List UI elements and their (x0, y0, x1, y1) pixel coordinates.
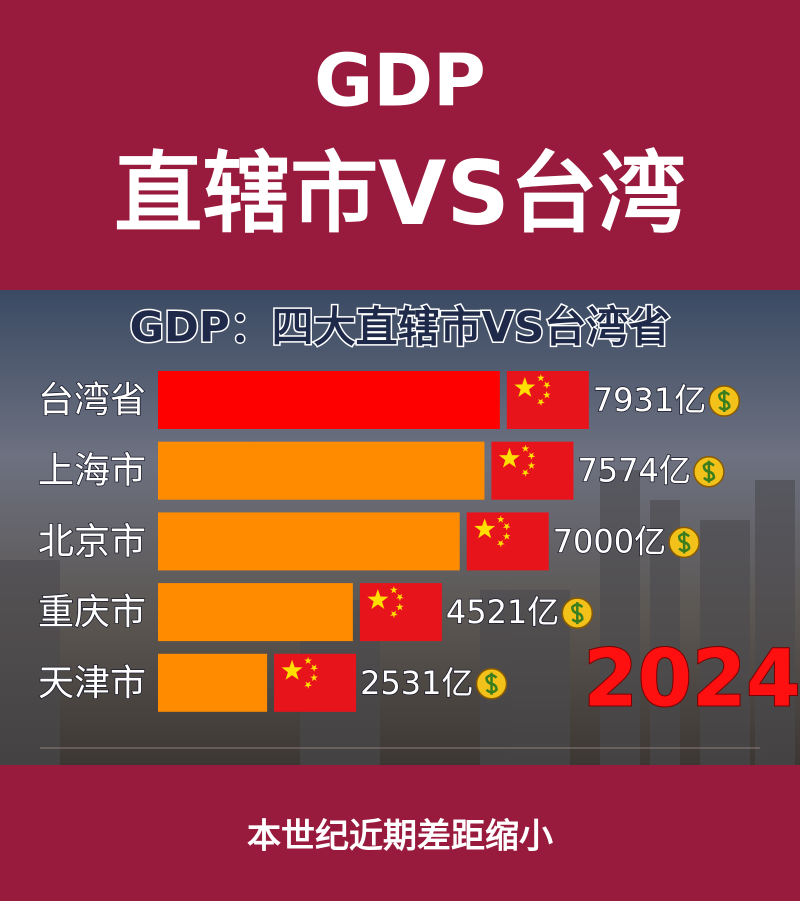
flag-star (542, 391, 551, 399)
value-label: 7931亿 (593, 381, 706, 419)
flag-star (521, 469, 530, 477)
money-sign (485, 672, 498, 695)
money-bag-icon (475, 668, 508, 700)
flag-star (527, 461, 536, 470)
flag-star (537, 398, 545, 406)
flag-icon (274, 653, 357, 712)
flag-star (395, 603, 404, 611)
flag-star (514, 377, 536, 397)
flag-star (390, 610, 398, 619)
value-label: 2531亿 (360, 664, 473, 702)
flag-star (502, 532, 511, 540)
money-bag-icon (708, 385, 741, 417)
bar (158, 653, 268, 712)
money-sign (718, 390, 731, 412)
money-sign (571, 602, 584, 625)
money-sign (677, 531, 691, 554)
chart-title: GDP：四大直辖市VS台湾省 (130, 303, 671, 352)
flag-star (502, 523, 511, 531)
caption: 本世纪近期差距缩小 (247, 817, 553, 857)
flag-icon (359, 583, 442, 642)
flag-star (310, 673, 318, 682)
money-bag-icon (561, 597, 594, 629)
money-bag-icon (668, 526, 700, 559)
flag-field (506, 371, 589, 429)
value-label: 7000亿 (553, 522, 666, 560)
flag-star (498, 447, 520, 468)
flag-star (396, 593, 404, 602)
header-line2: 直辖市VS台湾 (114, 142, 686, 245)
flag-star (474, 518, 496, 539)
flag-icon (466, 512, 549, 571)
flag-icon (506, 371, 589, 429)
value-label: 4521亿 (446, 593, 559, 631)
bar (158, 441, 485, 500)
flag-field (359, 583, 442, 642)
flag-star (521, 444, 530, 452)
money-bag-icon (693, 455, 725, 488)
flag-star (304, 656, 312, 664)
flag-star (496, 515, 505, 523)
value-label: 7574亿 (577, 452, 690, 490)
flag-star (537, 374, 545, 382)
category-label: 台湾省 (38, 380, 146, 421)
flag-star (304, 681, 312, 689)
bar (158, 583, 353, 642)
flag-field (491, 441, 574, 500)
flag-star (390, 586, 398, 594)
flag-star (367, 589, 389, 609)
flag-star (497, 540, 505, 548)
flag-icon (491, 441, 574, 500)
flag-star (527, 452, 536, 460)
category-label: 上海市 (38, 451, 146, 492)
flag-star (281, 659, 303, 680)
flag-field (466, 512, 549, 571)
category-label: 天津市 (38, 663, 146, 704)
year-annotation: 2024 (583, 634, 800, 724)
bar (158, 371, 500, 429)
flag-field (274, 653, 357, 712)
category-label: 重庆市 (38, 592, 146, 633)
bar (158, 512, 460, 571)
flag-star (543, 381, 551, 389)
header-line1: GDP (314, 39, 486, 123)
flag-star (310, 664, 318, 672)
money-sign (702, 460, 716, 483)
category-label: 北京市 (38, 521, 146, 562)
